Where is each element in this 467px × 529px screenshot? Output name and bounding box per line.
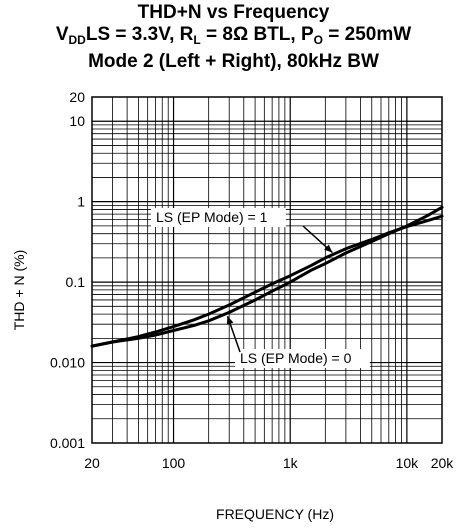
annotation-ep-mode-1: LS (EP Mode) = 1 [156,209,268,225]
y-tick-label: 10 [69,113,85,129]
y-tick-label: 0.010 [50,355,85,371]
y-axis-label: THD + N (%) [11,250,27,331]
annotation-ep-mode-0: LS (EP Mode) = 0 [240,350,352,366]
series-line-ep-mode-0 [90,205,444,348]
grid-lines [92,97,442,443]
vdd-rest: LS = 3.3V, R [85,24,194,45]
chart-title-block: THD+N vs Frequency VDDLS = 3.3V, RL = 8Ω… [0,2,467,73]
data-series [90,205,444,348]
annotation-ep-mode-0-arrowhead [226,316,234,325]
y-tick-label: 0.001 [50,435,85,451]
x-tick-label: 1k [283,455,299,471]
annotation-ep-mode-1-background [151,208,286,227]
x-tick-label: 100 [162,455,186,471]
tick-labels: 20 100 1k 10k 20k 20 10 1 0.1 0.010 0.001 [50,89,454,471]
vdd-subscript: DD [68,33,86,47]
x-tick-label: 20k [431,455,455,471]
x-tick-label: 20 [84,455,100,471]
plot-frame [91,96,443,444]
po-rest: = 250mW [323,24,412,45]
rl-rest: = 8Ω BTL, P [200,24,314,45]
po-subscript: O [313,33,323,47]
y-tick-label: 1 [77,194,85,210]
y-tick-label: 20 [69,89,85,105]
chart-title: THD+N vs Frequency [137,2,330,23]
annotation-ep-mode-0-background [235,349,370,368]
rl-subscript: L [193,33,201,47]
x-axis-label: FREQUENCY (Hz) [216,506,334,522]
x-tick-label: 10k [396,455,420,471]
y-tick-label: 0.1 [66,274,86,290]
annotation-ep-mode-1-arrowhead [324,244,333,253]
series-line-ep-mode-1 [90,214,444,348]
chart-subtitle: VDDLS = 3.3V, RL = 8Ω BTL, PO = 250mW [0,24,467,51]
annotations: LS (EP Mode) = 1 LS (EP Mode) = 0 [151,208,370,368]
chart-subtitle-2: Mode 2 (Left + Right), 80kHz BW [88,51,379,72]
vdd-v: V [55,24,69,45]
